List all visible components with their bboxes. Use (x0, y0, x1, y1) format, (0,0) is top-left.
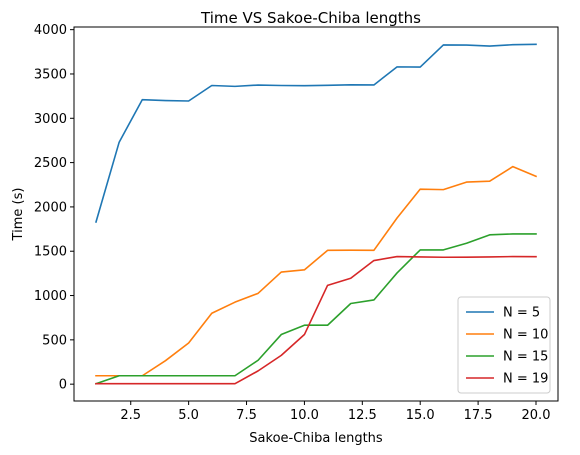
y-tick-label: 4000 (34, 23, 67, 38)
y-tick-label: 3500 (34, 67, 67, 82)
y-tick-label: 2500 (34, 156, 67, 171)
x-tick-label: 15.0 (406, 408, 435, 423)
legend-label: N = 19 (503, 372, 548, 387)
x-axis-label: Sakoe-Chiba lengths (249, 431, 383, 446)
legend-box (457, 296, 551, 394)
y-tick-label: 3000 (34, 112, 67, 127)
y-tick-label: 1500 (34, 245, 67, 260)
y-tick-label: 0 (59, 378, 67, 393)
x-tick-label: 5.0 (178, 408, 199, 423)
x-tick-label: 10.0 (290, 408, 319, 423)
chart-title: Time VS Sakoe-Chiba lengths (200, 9, 421, 27)
plot-frame (73, 26, 559, 402)
y-axis-label: Time (s) (11, 188, 26, 242)
series-line-2 (95, 165, 538, 377)
series-line-1 (95, 43, 537, 223)
x-tick-label: 20.0 (522, 408, 551, 423)
x-tick-label: 7.5 (236, 408, 257, 423)
series-line-4 (95, 255, 537, 385)
y-tick-label: 2000 (34, 200, 67, 215)
series-line-3 (94, 233, 537, 385)
y-tick-label: 1000 (34, 289, 67, 304)
x-tick-label: 12.5 (348, 408, 377, 423)
legend-label: N = 15 (503, 350, 548, 365)
y-tick-label: 500 (42, 333, 67, 348)
legend-label: N = 10 (503, 328, 548, 343)
legend: N = 5 N = 10 N = 15 N = 19 (457, 296, 551, 394)
legend-label: N = 5 (503, 306, 540, 321)
x-tick-label: 17.5 (464, 408, 493, 423)
x-tick-label: 2.5 (120, 408, 141, 423)
